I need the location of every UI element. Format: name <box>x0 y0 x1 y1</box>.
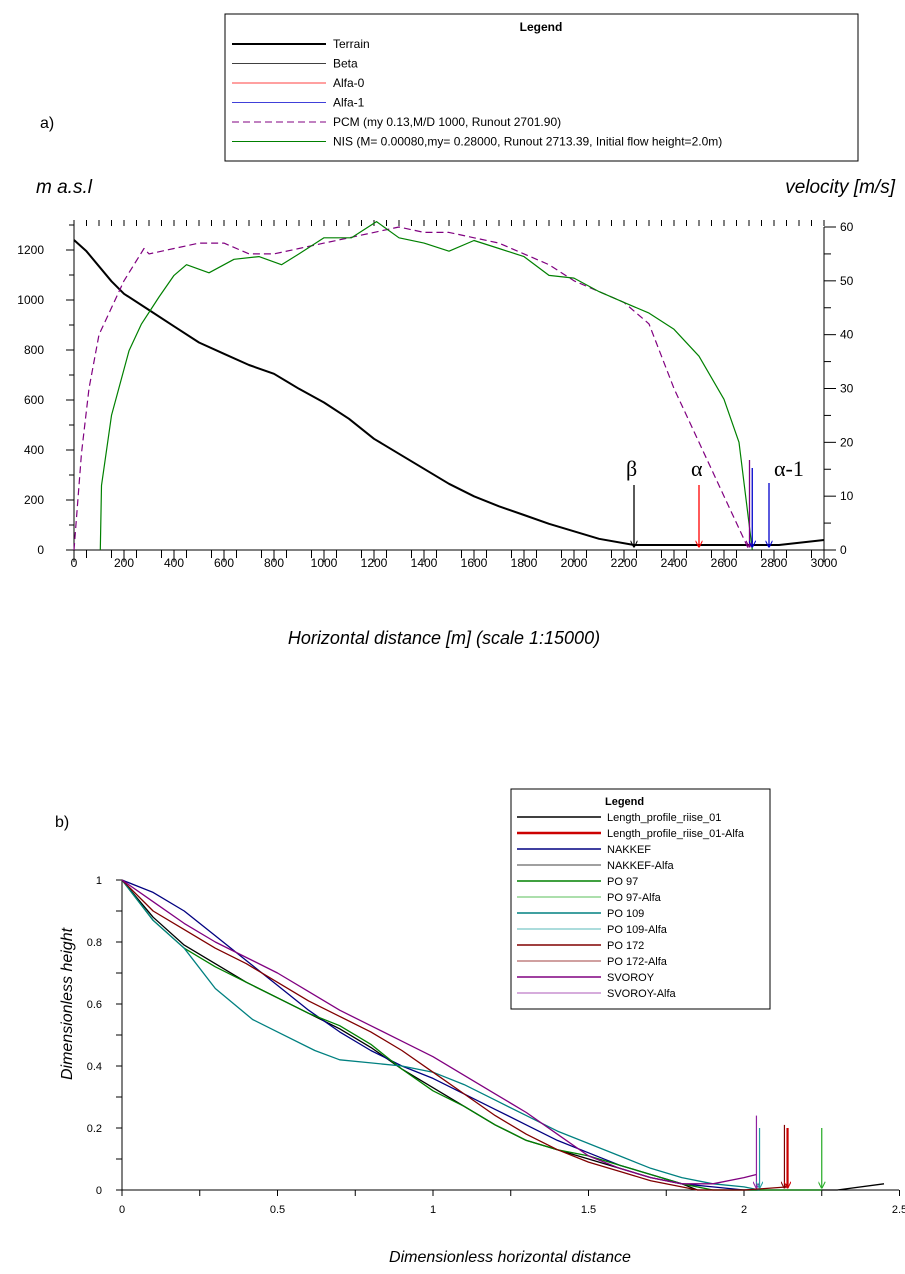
panel-a-x-tick-label: 800 <box>264 556 284 570</box>
panel-b-y-tick-label: 0 <box>96 1185 102 1197</box>
panel-b-x-tick-label: 1 <box>430 1204 436 1216</box>
panel-a-x-tick-label: 2400 <box>661 556 688 570</box>
panel-b-legend-entry: PO 172-Alfa <box>607 956 668 968</box>
panel-b-y-tick-label: 0.8 <box>87 937 102 949</box>
panel-b-x-tick-label: 2 <box>741 1204 747 1216</box>
panel-a-legend: Legend Terrain Beta Alfa-0 Alfa-1 PCM (my 0.… <box>224 13 859 162</box>
panel-b-legend-entry: SVOROY <box>607 972 655 984</box>
panel-b-label: b) <box>55 814 69 831</box>
panel-a-legend-entry: NIS (M= 0.00080,my= 0.28000, Runout 2713… <box>333 135 722 149</box>
panel-b-legend-entry: Length_profile_riise_01 <box>607 812 721 824</box>
panel-a-y-left-tick-label: 0 <box>37 543 44 557</box>
panel-a-x-tick-label: 400 <box>164 556 184 570</box>
panel-b-y-tick-label: 1 <box>96 875 102 887</box>
panel-a-y-right-tick-label: 60 <box>840 220 854 234</box>
panel-b-legend-title: Legend <box>605 796 644 808</box>
panel-a-legend-entry: Alfa-1 <box>333 96 365 110</box>
panel-a-label: a) <box>40 115 54 132</box>
panel-a-series-nis <box>99 221 753 551</box>
panel-b-legend: Legend Length_profile_riise_01 Length_pro… <box>510 788 771 1010</box>
panel-b-x-label: Dimensionless horizontal distance <box>389 1249 631 1266</box>
panel-a-y-left-tick-label: 200 <box>24 493 44 507</box>
panel-b-legend-entry: PO 97 <box>607 876 638 888</box>
panel-b-legend-box <box>510 788 771 1010</box>
panel-b: b) Legend Length_profile_riise_01 Length_… <box>55 788 905 1266</box>
panel-a-x-tick-label: 1200 <box>361 556 388 570</box>
panel-a-marker-label: α-1 <box>774 456 804 481</box>
panel-a-y-right-tick-label: 40 <box>840 328 854 342</box>
panel-b-x-tick-label: 1.5 <box>581 1204 596 1216</box>
panel-a-legend-entry: Terrain <box>333 37 370 51</box>
panel-a-y-left-tick-label: 800 <box>24 343 44 357</box>
panel-b-legend-entry: PO 97-Alfa <box>607 892 662 904</box>
panel-a-y-right-tick-label: 50 <box>840 274 854 288</box>
panel-a-legend-entry: Alfa-0 <box>333 76 365 90</box>
panel-b-series-po-172 <box>121 879 788 1191</box>
panel-a-y-left-tick-label: 1200 <box>17 243 44 257</box>
panel-a-y-right-tick-label: 20 <box>840 435 854 449</box>
panel-a-y-left-tick-label: 1000 <box>17 293 44 307</box>
panel-b-legend-entry: NAKKEF <box>607 844 651 856</box>
panel-a-y-right-label: velocity [m/s] <box>785 177 896 198</box>
panel-a-x-tick-label: 1000 <box>311 556 338 570</box>
panel-b-x-tick-label: 0.5 <box>270 1204 285 1216</box>
panel-b-legend-entry: NAKKEF-Alfa <box>607 860 675 872</box>
panel-a-legend-title: Legend <box>520 20 563 34</box>
panel-a-x-tick-label: 0 <box>71 556 78 570</box>
panel-a: a) Legend Terrain Beta Alfa-0 Alfa-1 PCM (my… <box>17 13 896 648</box>
panel-a-x-tick-label: 1800 <box>511 556 538 570</box>
panel-a-x-tick-label: 1600 <box>461 556 488 570</box>
panel-b-x-tick-label: 2.5 <box>892 1204 905 1216</box>
panel-b-y-tick-label: 0.2 <box>87 1123 102 1135</box>
panel-a-y-left-label: m a.s.l <box>36 177 93 198</box>
panel-a-y-left-tick-label: 400 <box>24 443 44 457</box>
panel-b-legend-entry: Length_profile_riise_01-Alfa <box>607 828 745 840</box>
panel-b-legend-entry: PO 109 <box>607 908 644 920</box>
panel-b-legend-entry: PO 172 <box>607 940 644 952</box>
panel-a-series-terrain <box>73 239 825 546</box>
panel-a-x-tick-label: 2600 <box>711 556 738 570</box>
panel-b-y-tick-label: 0.4 <box>87 1061 102 1073</box>
panel-a-y-left-tick-label: 600 <box>24 393 44 407</box>
panel-a-x-tick-label: 600 <box>214 556 234 570</box>
panel-b-legend-entry: PO 109-Alfa <box>607 924 668 936</box>
panel-b-y-label: Dimensionless height <box>59 927 76 1080</box>
panel-a-y-right-tick-label: 0 <box>840 543 847 557</box>
panel-a-marker-label: β <box>626 456 637 481</box>
panel-a-x-tick-label: 2000 <box>561 556 588 570</box>
panel-a-marker-label: α <box>691 456 703 481</box>
panel-a-x-tick-label: 3000 <box>811 556 838 570</box>
panel-b-series-po-97 <box>121 879 822 1191</box>
panel-a-y-right-tick-label: 30 <box>840 382 854 396</box>
panel-a-x-tick-label: 2800 <box>761 556 788 570</box>
panel-b-x-tick-label: 0 <box>119 1204 125 1216</box>
panel-a-legend-entry: Beta <box>333 57 358 71</box>
panel-b-series-po-109 <box>121 879 760 1191</box>
panel-a-x-label: Horizontal distance [m] (scale 1:15000) <box>288 628 600 648</box>
panel-b-legend-entry: SVOROY-Alfa <box>607 988 677 1000</box>
panel-a-x-tick-label: 200 <box>114 556 134 570</box>
panel-a-x-tick-label: 1400 <box>411 556 438 570</box>
panel-a-series-pcm <box>73 226 750 551</box>
panel-a-y-right-tick-label: 10 <box>840 489 854 503</box>
panel-b-y-tick-label: 0.6 <box>87 999 102 1011</box>
panel-b-series-svoroy <box>121 879 757 1185</box>
panel-a-legend-box <box>224 13 859 162</box>
panel-a-x-tick-label: 2200 <box>611 556 638 570</box>
panel-a-legend-entry: PCM (my 0.13,M/D 1000, Runout 2701.90) <box>333 115 561 129</box>
